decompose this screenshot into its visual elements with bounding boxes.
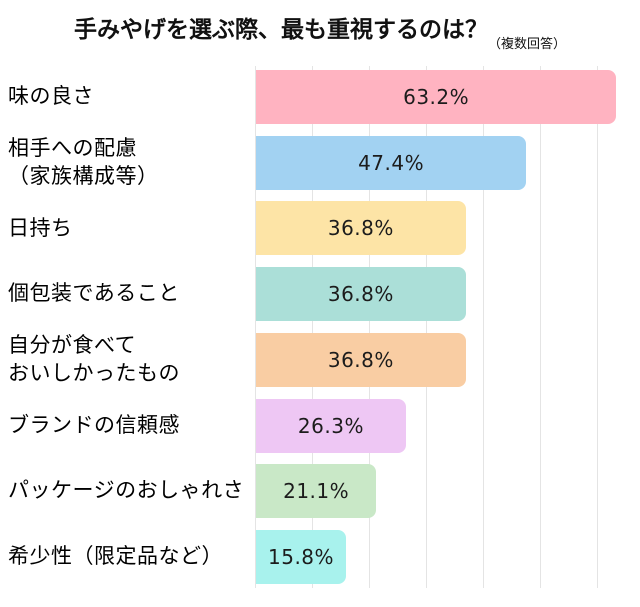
bar-value-label: 36.8% — [327, 216, 394, 241]
category-label-line: 個包装であること — [8, 281, 180, 306]
gridline — [597, 66, 598, 588]
bar: 63.2% — [256, 70, 617, 124]
bar-value-label: 26.3% — [297, 413, 364, 438]
bar-row: 希少性（限定品など） 15.8% — [0, 529, 640, 584]
category-label-line: 味の良さ — [8, 84, 94, 109]
bar: 36.8% — [256, 201, 466, 256]
category-label: 日持ち — [8, 201, 250, 255]
bar-row: 日持ち 36.8% — [0, 201, 640, 256]
category-label-line: 日持ち — [8, 215, 73, 240]
bar-value-label: 63.2% — [403, 85, 470, 109]
category-label-line: （家族構成等） — [8, 163, 159, 188]
bar: 26.3% — [256, 398, 406, 453]
category-label-line: パッケージのおしゃれさ — [8, 478, 245, 503]
category-label-line: 相手への配慮 — [8, 135, 137, 160]
category-label: ブランドの信頼感 — [8, 399, 250, 453]
bar-value-label: 15.8% — [268, 544, 335, 569]
chart-title-note: （複数回答） — [487, 37, 566, 52]
gridline — [369, 66, 370, 588]
bar: 21.1% — [256, 464, 377, 519]
gridline — [312, 66, 313, 588]
bar-value-label: 47.4% — [358, 150, 425, 175]
gridline — [483, 66, 484, 588]
bar: 36.8% — [256, 267, 466, 322]
gridline — [426, 66, 427, 588]
bar: 36.8% — [256, 332, 466, 387]
category-label: 自分が食べて おいしかったもの — [8, 333, 250, 387]
bar-row: 相手への配慮 （家族構成等） 47.4% — [0, 135, 640, 190]
gridline — [255, 66, 256, 588]
gridline — [540, 66, 541, 588]
chart-title: 手みやげを選ぶ際、最も重視するのは？ — [73, 17, 488, 43]
category-label: 希少性（限定品など） — [8, 530, 250, 584]
category-label-line: ブランドの信頼感 — [8, 412, 180, 437]
bar-row: 味の良さ 63.2% — [0, 70, 640, 124]
bar: 15.8% — [256, 529, 347, 584]
bar-row: ブランドの信頼感 26.3% — [0, 398, 640, 453]
category-label-line: 自分が食べて — [8, 333, 137, 358]
bar-value-label: 21.1% — [283, 479, 350, 504]
category-label: 相手への配慮 （家族構成等） — [8, 136, 250, 190]
bar-row: 自分が食べて おいしかったもの 36.8% — [0, 332, 640, 387]
bar-row: パッケージのおしゃれさ 21.1% — [0, 464, 640, 519]
chart-header: 手みやげを選ぶ際、最も重視するのは？ （複数回答） — [0, 14, 640, 52]
category-label: パッケージのおしゃれさ — [8, 464, 250, 518]
bar-value-label: 36.8% — [327, 282, 394, 307]
category-label-line: 希少性（限定品など） — [8, 544, 223, 569]
category-label-line: おいしかったもの — [8, 360, 180, 385]
bar: 47.4% — [256, 135, 527, 190]
category-label: 個包装であること — [8, 267, 250, 321]
bar-row: 個包装であること 36.8% — [0, 267, 640, 322]
bar-value-label: 36.8% — [327, 347, 394, 372]
category-label: 味の良さ — [8, 70, 250, 124]
plot-area: 味の良さ 63.2% 相手への配慮 （家族構成等） 47.4% 日持ち 36.8% 個包装であ… — [0, 66, 640, 588]
